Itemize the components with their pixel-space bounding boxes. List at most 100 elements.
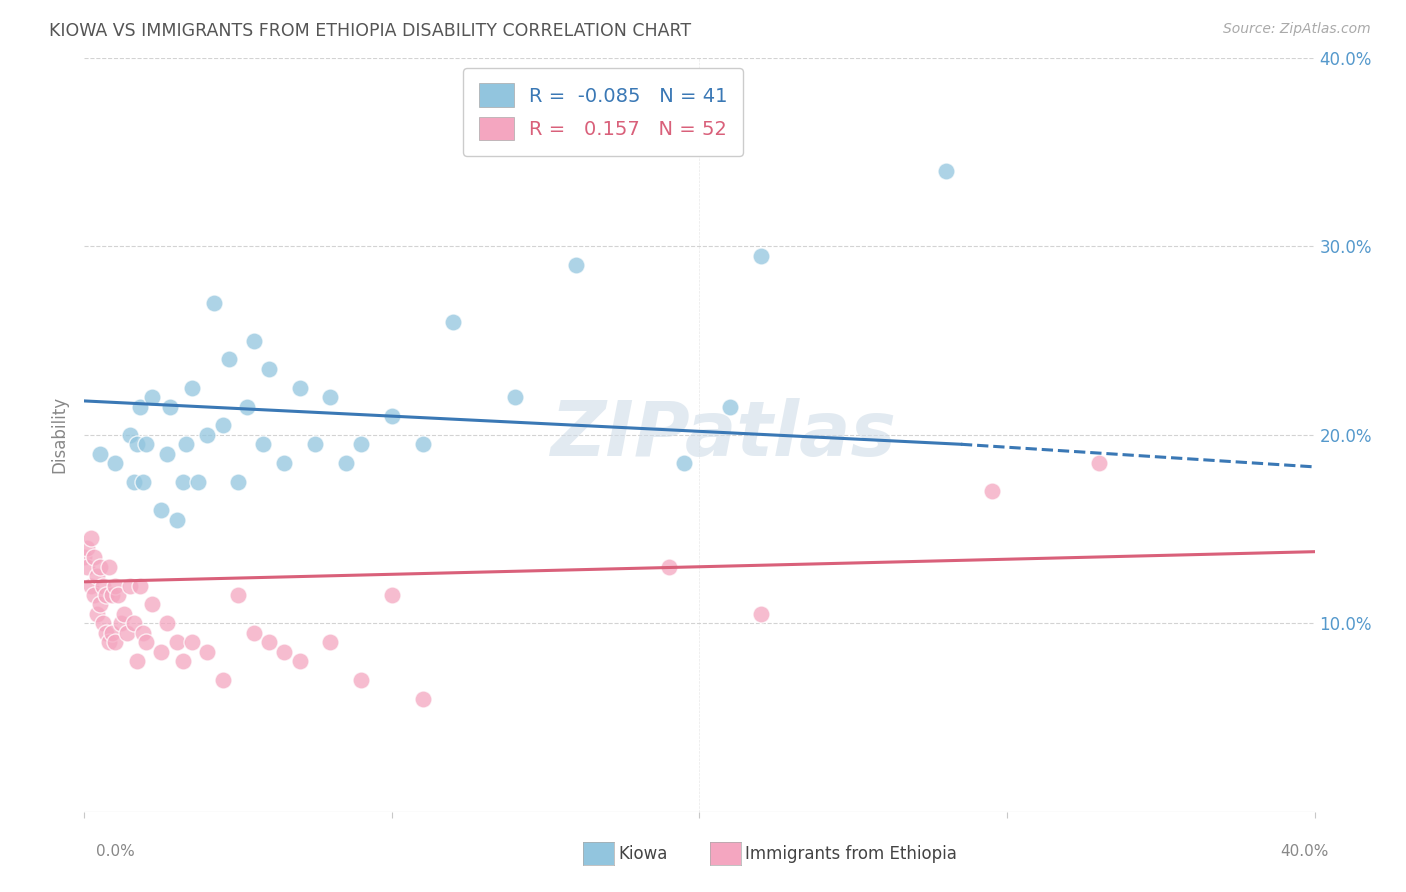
Point <box>83 588 105 602</box>
Point <box>187 475 209 489</box>
Point <box>132 475 155 489</box>
Point <box>381 588 404 602</box>
Point <box>252 437 274 451</box>
Point <box>211 418 233 433</box>
Point <box>935 164 957 178</box>
Point <box>718 400 741 414</box>
Point <box>122 475 145 489</box>
Point <box>125 654 148 668</box>
Point <box>159 400 181 414</box>
Point <box>172 654 194 668</box>
Point <box>156 447 179 461</box>
Point <box>257 635 280 649</box>
Text: 40.0%: 40.0% <box>1281 845 1329 859</box>
Point <box>89 559 111 574</box>
Point <box>89 447 111 461</box>
Point <box>98 635 120 649</box>
Point <box>107 588 129 602</box>
Point <box>76 541 98 555</box>
Point <box>288 381 311 395</box>
Point <box>79 578 101 592</box>
Point <box>673 456 696 470</box>
Point <box>980 484 1002 499</box>
Point <box>749 607 772 621</box>
Point <box>319 390 342 404</box>
Point <box>381 409 404 423</box>
Legend: R =  -0.085   N = 41, R =   0.157   N = 52: R = -0.085 N = 41, R = 0.157 N = 52 <box>463 68 744 156</box>
Point <box>98 559 120 574</box>
Point <box>658 559 681 574</box>
Point <box>135 437 157 451</box>
Point <box>150 644 173 658</box>
Point <box>101 588 124 602</box>
Point <box>156 616 179 631</box>
Point <box>335 456 357 470</box>
Point <box>242 625 264 640</box>
Point <box>503 390 526 404</box>
Point <box>112 607 135 621</box>
Point <box>1088 456 1111 470</box>
Point <box>110 616 132 631</box>
Point <box>197 644 219 658</box>
Point <box>104 635 127 649</box>
Point <box>350 673 373 687</box>
Point <box>226 588 249 602</box>
Text: Source: ZipAtlas.com: Source: ZipAtlas.com <box>1223 22 1371 37</box>
Point <box>226 475 249 489</box>
Point <box>104 578 127 592</box>
Point <box>273 456 295 470</box>
Point <box>128 400 150 414</box>
Text: 0.0%: 0.0% <box>96 845 135 859</box>
Point <box>128 578 150 592</box>
Point <box>86 569 108 583</box>
Point <box>83 550 105 565</box>
Point <box>273 644 295 658</box>
Point <box>104 456 127 470</box>
Point <box>412 691 434 706</box>
Point <box>242 334 264 348</box>
Point <box>172 475 194 489</box>
Point <box>86 607 108 621</box>
Point <box>122 616 145 631</box>
Point <box>565 258 588 272</box>
Point <box>174 437 197 451</box>
Point <box>197 427 219 442</box>
Point <box>89 598 111 612</box>
Point <box>79 532 101 546</box>
Point <box>350 437 373 451</box>
Point <box>91 578 114 592</box>
Y-axis label: Disability: Disability <box>51 396 69 474</box>
Point <box>211 673 233 687</box>
Point <box>132 625 155 640</box>
Point <box>120 578 142 592</box>
Point <box>236 400 259 414</box>
Point <box>257 362 280 376</box>
Point <box>91 616 114 631</box>
Point <box>218 352 240 367</box>
Point <box>94 588 117 602</box>
Point <box>135 635 157 649</box>
Point <box>101 625 124 640</box>
Point <box>73 550 96 565</box>
Point <box>181 381 204 395</box>
Point <box>319 635 342 649</box>
Text: ZIPatlas: ZIPatlas <box>551 398 897 472</box>
Point <box>117 625 139 640</box>
Point <box>412 437 434 451</box>
Point <box>202 296 225 310</box>
Point <box>141 390 163 404</box>
Point <box>749 249 772 263</box>
Point <box>181 635 204 649</box>
Point <box>166 513 188 527</box>
Point <box>288 654 311 668</box>
Point <box>120 427 142 442</box>
Point <box>141 598 163 612</box>
Text: Kiowa: Kiowa <box>619 845 668 863</box>
Point <box>443 315 465 329</box>
Point <box>304 437 326 451</box>
Text: Immigrants from Ethiopia: Immigrants from Ethiopia <box>745 845 957 863</box>
Point <box>76 559 98 574</box>
Text: KIOWA VS IMMIGRANTS FROM ETHIOPIA DISABILITY CORRELATION CHART: KIOWA VS IMMIGRANTS FROM ETHIOPIA DISABI… <box>49 22 692 40</box>
Point <box>166 635 188 649</box>
Point <box>94 625 117 640</box>
